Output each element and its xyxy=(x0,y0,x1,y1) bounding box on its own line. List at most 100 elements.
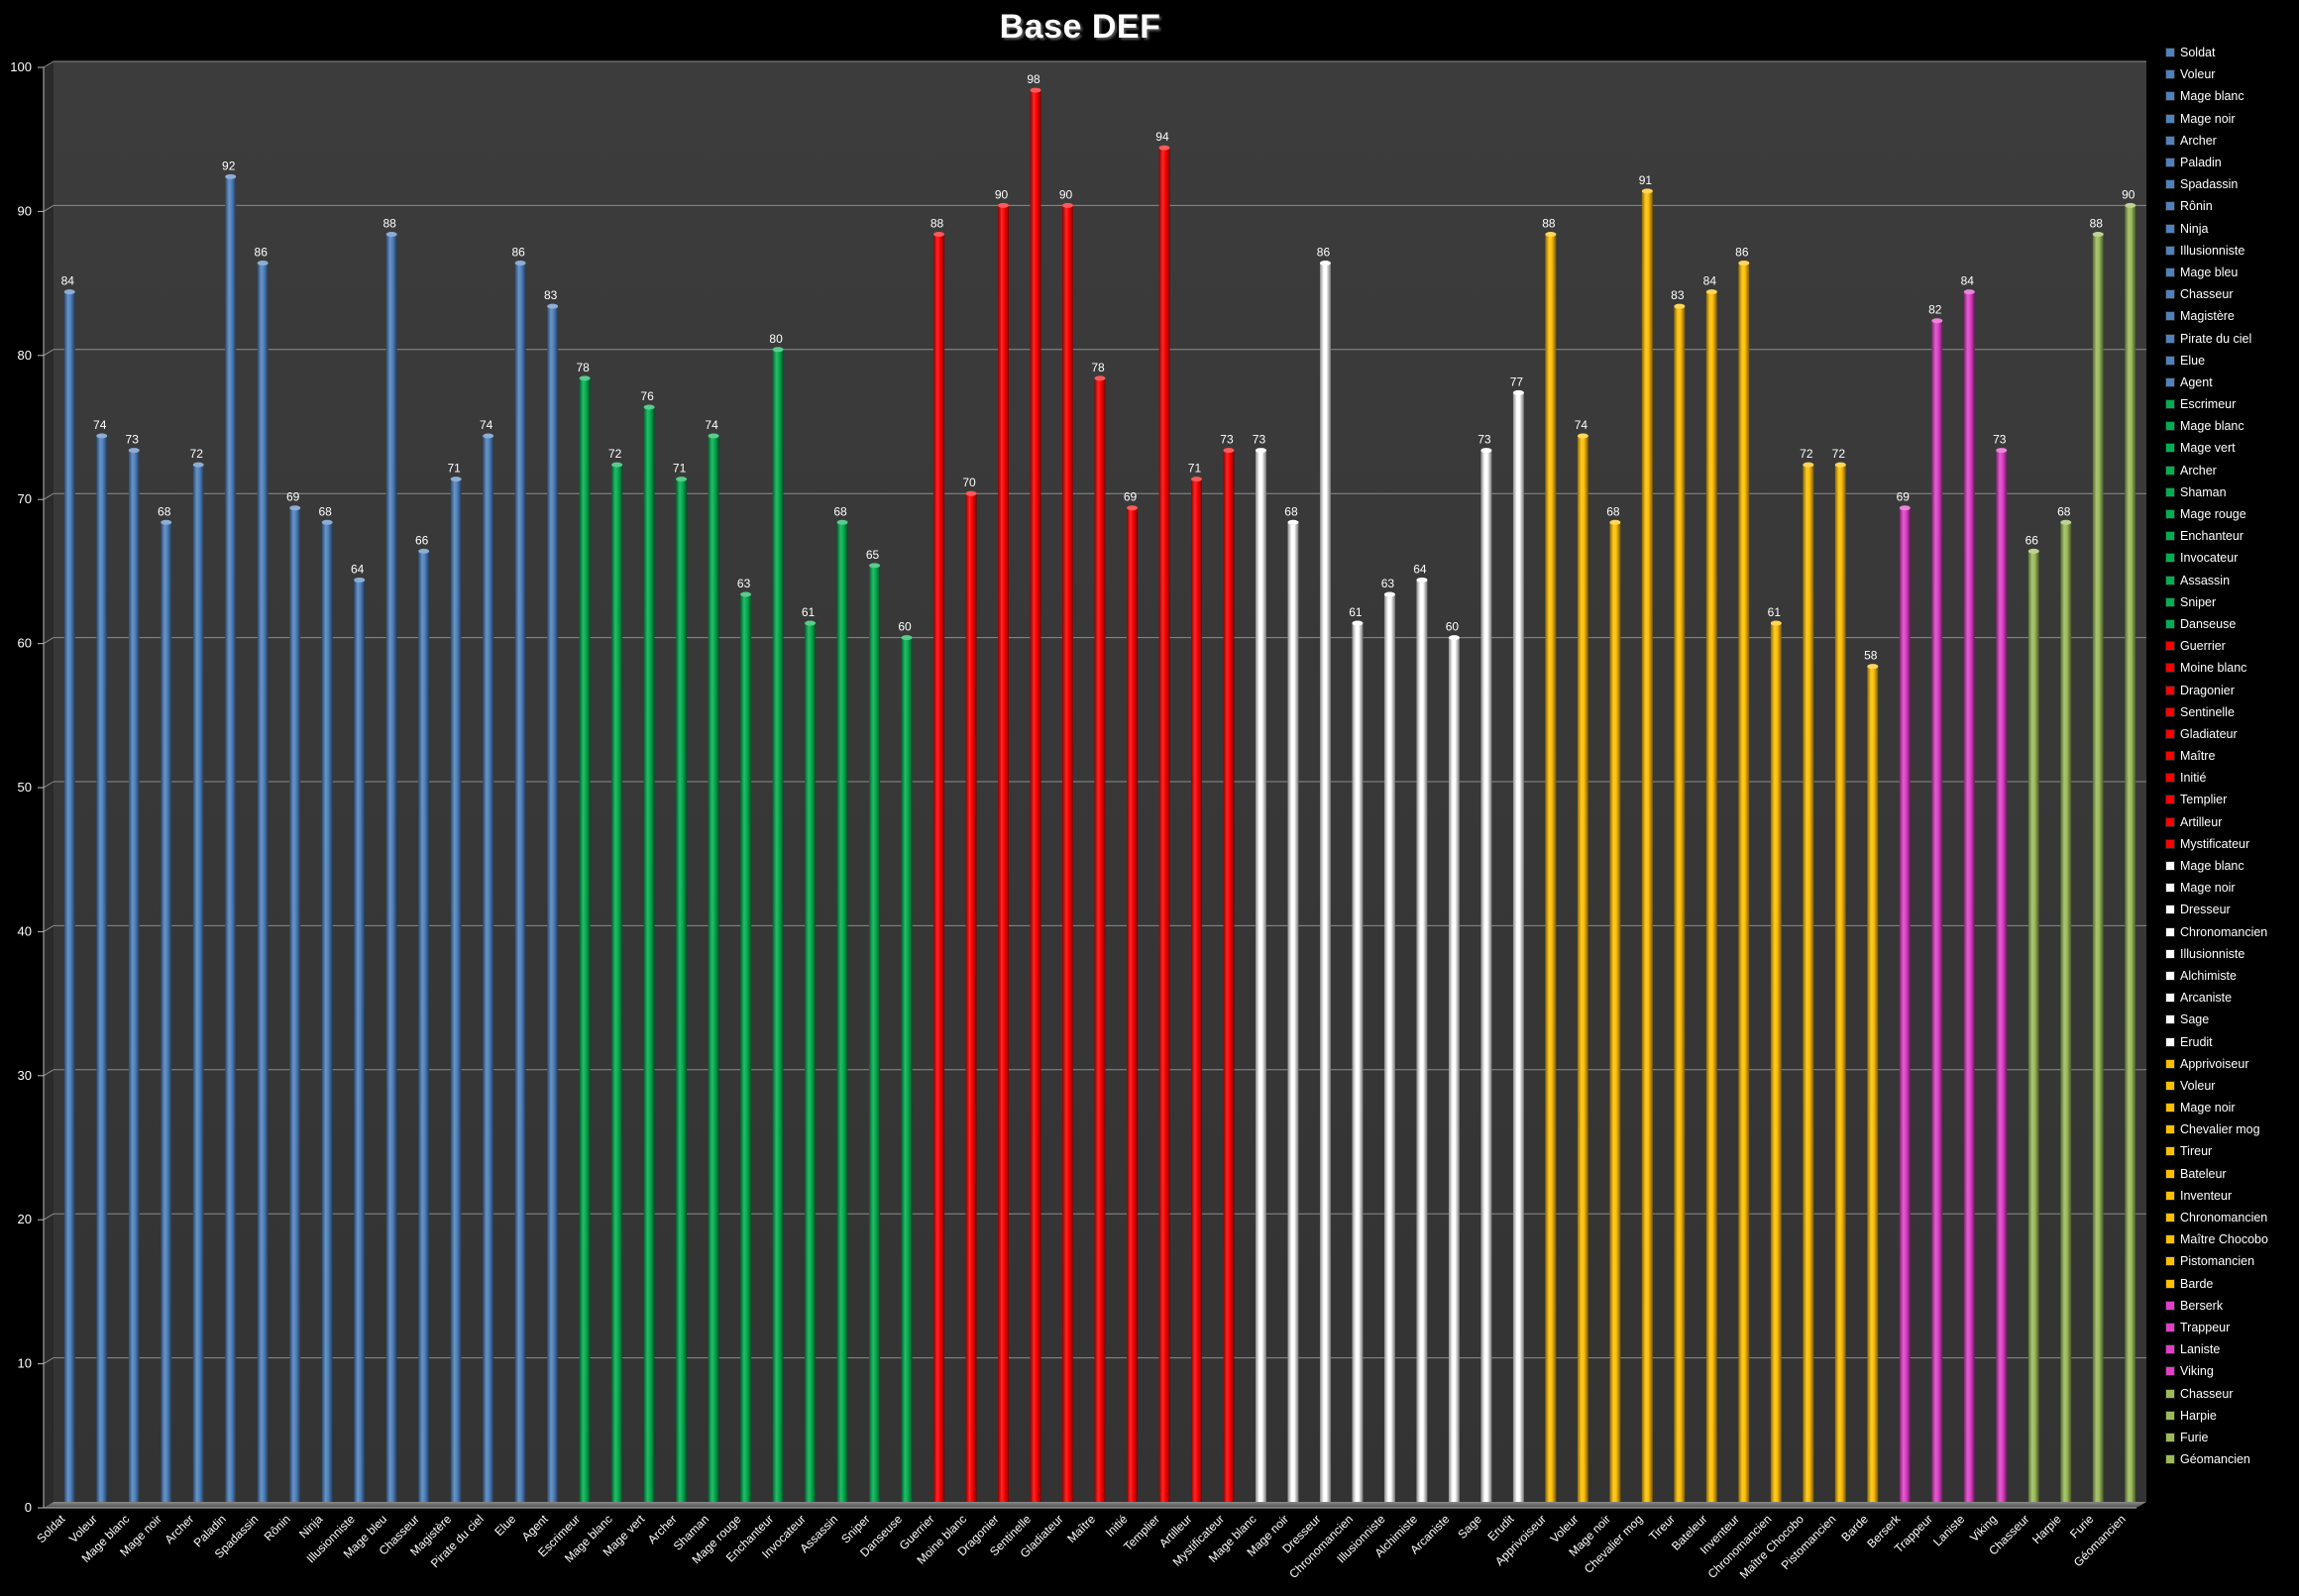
bar-top xyxy=(1803,462,1814,468)
bar-top xyxy=(1609,519,1621,525)
legend-item: Spadassin xyxy=(2165,173,2294,195)
bar xyxy=(1383,593,1395,1502)
data-label: 91 xyxy=(1639,173,1653,187)
data-label: 68 xyxy=(1284,504,1298,518)
legend-label: Apprivoiseur xyxy=(2180,1056,2249,1071)
legend-item: Mage blanc xyxy=(2165,85,2294,107)
legend-label: Sentinelle xyxy=(2180,704,2235,719)
legend-label: Illusionniste xyxy=(2180,243,2245,258)
legend-label: Chronomancien xyxy=(2180,924,2268,939)
legend-item: Harpie xyxy=(2165,1405,2294,1427)
legend-swatch xyxy=(2165,1454,2175,1465)
legend-label: Pistomancien xyxy=(2180,1254,2255,1269)
legend-item: Mage noir xyxy=(2165,1097,2294,1118)
data-label: 92 xyxy=(222,159,236,172)
legend-item: Géomancien xyxy=(2165,1448,2294,1470)
legend-swatch xyxy=(2165,1014,2175,1025)
legend-label: Mage rouge xyxy=(2180,507,2246,522)
legend-item: Illusionniste xyxy=(2165,943,2294,965)
gridline-side xyxy=(43,1357,55,1365)
bar xyxy=(96,436,108,1502)
legend-item: Danseuse xyxy=(2165,613,2294,635)
bar xyxy=(1223,450,1235,1503)
bar-top xyxy=(1158,145,1170,151)
legend-item: Pirate du ciel xyxy=(2165,327,2294,349)
bar-top xyxy=(289,505,301,511)
bar xyxy=(547,306,559,1503)
legend-item: Trappeur xyxy=(2165,1317,2294,1338)
legend-label: Mage blanc xyxy=(2180,419,2244,434)
legend-swatch xyxy=(2165,1410,2175,1421)
data-label: 73 xyxy=(1478,433,1491,447)
bar-top xyxy=(1287,519,1299,525)
bar xyxy=(1287,522,1299,1502)
legend-item: Agent xyxy=(2165,372,2294,393)
bar-top xyxy=(2092,231,2104,237)
bar xyxy=(1803,465,1814,1502)
legend-swatch xyxy=(2165,641,2175,652)
bar xyxy=(385,234,397,1503)
legend-swatch xyxy=(2165,1124,2175,1135)
data-label: 88 xyxy=(2090,216,2104,230)
legend-label: Initié xyxy=(2180,771,2207,786)
legend-label: Artilleur xyxy=(2180,814,2223,829)
legend-item: Magistère xyxy=(2165,305,2294,327)
legend-label: Voleur xyxy=(2180,1078,2216,1093)
legend-item: Dresseur xyxy=(2165,899,2294,920)
bar xyxy=(1416,580,1428,1502)
data-label: 90 xyxy=(2122,187,2135,201)
bar-top xyxy=(643,404,655,410)
legend-item: Furie xyxy=(2165,1427,2294,1448)
legend-swatch xyxy=(2165,1146,2175,1157)
data-label: 88 xyxy=(383,216,396,230)
bar xyxy=(2092,234,2104,1503)
legend-label: Mage noir xyxy=(2180,111,2236,126)
gridline-side xyxy=(43,637,55,645)
legend-item: Tireur xyxy=(2165,1140,2294,1162)
bar xyxy=(579,377,591,1502)
y-tick-label: 20 xyxy=(18,1212,32,1226)
data-label: 61 xyxy=(1349,605,1363,619)
legend-swatch xyxy=(2165,1300,2175,1311)
data-label: 86 xyxy=(1735,246,1749,260)
bar-top xyxy=(772,347,784,353)
bar xyxy=(1963,291,1975,1502)
legend-swatch xyxy=(2165,1168,2175,1179)
legend-label: Danseuse xyxy=(2180,616,2237,631)
bar-top xyxy=(257,261,269,266)
y-tick-label: 0 xyxy=(25,1500,32,1515)
legend-item: Berserk xyxy=(2165,1295,2294,1317)
data-label: 58 xyxy=(1864,649,1878,663)
legend-item: Mystificateur xyxy=(2165,833,2294,855)
bar xyxy=(1480,450,1492,1503)
legend-item: Sage xyxy=(2165,1009,2294,1030)
data-label: 70 xyxy=(962,476,976,489)
legend-swatch xyxy=(2165,465,2175,476)
bar-top xyxy=(1062,202,1074,208)
legend-label: Harpie xyxy=(2180,1408,2217,1423)
legend-label: Maître xyxy=(2180,749,2216,764)
legend-item: Voleur xyxy=(2165,1075,2294,1097)
legend-item: Rônin xyxy=(2165,195,2294,217)
legend-item: Dragonier xyxy=(2165,679,2294,700)
legend-item: Arcaniste xyxy=(2165,987,2294,1009)
legend-label: Mage bleu xyxy=(2180,265,2239,279)
legend-label: Spadassin xyxy=(2180,177,2239,192)
bar xyxy=(257,263,269,1502)
legend-swatch xyxy=(2165,113,2175,124)
bar-top xyxy=(836,519,848,525)
data-label: 63 xyxy=(737,577,751,590)
bar-chart: 0 10 20 30 40 50 60 70 80 90 100 84 74 73 68 72 92 86 69 6… xyxy=(10,59,2146,1582)
legend-item: Mage rouge xyxy=(2165,503,2294,525)
bar xyxy=(869,565,881,1502)
legend-label: Invocateur xyxy=(2180,551,2239,566)
bar-top xyxy=(1705,289,1717,295)
legend-item: Archer xyxy=(2165,130,2294,152)
bar-top xyxy=(96,433,108,439)
data-label: 66 xyxy=(2025,533,2039,547)
legend-swatch xyxy=(2165,1432,2175,1442)
legend-swatch xyxy=(2165,1256,2175,1267)
legend-label: Ninja xyxy=(2180,221,2209,236)
bar-top xyxy=(225,173,237,179)
data-label: 61 xyxy=(1768,605,1782,619)
